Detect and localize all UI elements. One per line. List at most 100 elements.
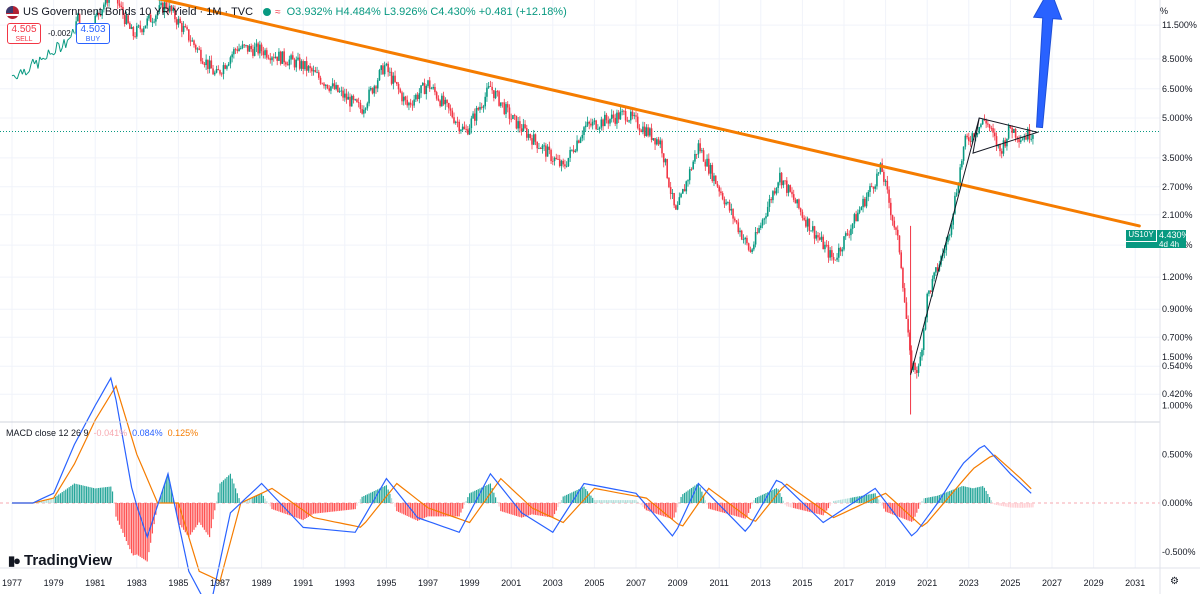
macd-histogram-bar [96,488,98,503]
time-tick-label: 2025 [1000,578,1020,588]
candle-body [690,169,693,170]
candle-body [936,267,939,271]
candle-body [357,102,360,103]
macd-histogram-bar [391,498,393,503]
candle-body [650,128,653,140]
candle-body [642,126,644,132]
candle-body [727,202,729,203]
macd-histogram-bar [595,500,597,503]
price-line-segment [11,74,14,77]
macd-histogram-bar [741,503,743,518]
macd-histogram-bar [860,495,862,503]
macd-histogram-bar [439,503,441,517]
macd-histogram-bar [453,503,455,517]
macd-histogram-bar [652,503,654,513]
tradingview-logo[interactable]: ▮● TradingView [8,552,112,569]
macd-histogram-bar [129,503,131,550]
candle-body [162,2,164,13]
candle-body [506,104,509,108]
macd-histogram-bar [73,483,75,503]
candle-body [480,106,483,108]
macd-histogram-bar [992,503,994,504]
candle-body [820,236,823,240]
macd-histogram-bar [422,503,424,519]
time-tick-label: 2013 [751,578,771,588]
candle-body [205,59,207,66]
candle-body [973,133,975,138]
macd-histogram-bar [68,487,70,503]
price-line-segment [42,57,46,60]
candle-body [160,2,162,6]
candle-body [385,63,388,66]
candle-body [234,49,237,50]
macd-histogram-bar [917,503,920,509]
buy-button[interactable]: 4.503 BUY [76,23,110,44]
candle-body [961,160,963,168]
macd-histogram-bar [703,495,705,503]
candle-body [484,96,486,107]
macd-histogram-bar [337,503,339,512]
macd-histogram-bar [560,500,563,503]
macd-histogram-bar [306,503,308,518]
candle-body [841,249,844,252]
macd-histogram-bar [307,503,309,517]
candle-body [702,150,705,162]
macd-histogram-bar [729,503,731,515]
candle-body [108,0,110,3]
candle-body [96,13,98,16]
candle-body [876,173,878,187]
macd-histogram-bar [297,503,299,519]
macd-histogram-bar [943,492,946,503]
macd-histogram-bar [153,503,155,525]
candle-body [682,189,684,194]
candle-body [548,146,551,150]
macd-histogram-bar [1002,503,1005,507]
macd-histogram-bar [117,503,119,521]
macd-histogram-value: -0.041% [93,428,128,438]
candle-body [1020,140,1022,143]
macd-histogram-bar [697,483,699,503]
settings-gear-icon[interactable]: ⚙ [1170,576,1179,587]
macd-histogram-bar [403,503,405,515]
macd-histogram-bar [125,503,127,542]
macd-histogram-bar [113,503,115,505]
candle-body [787,185,790,193]
candle-body [836,257,838,260]
price-tick-label: 0.900% [1162,304,1193,314]
us-flag-icon [6,5,19,19]
macd-histogram-bar [148,503,150,553]
candle-body [680,193,682,198]
candle-body [933,272,935,279]
macd-histogram-bar [283,503,285,514]
symbol-title[interactable]: US Government Bonds 10 YR Yield · 1M · T… [23,6,254,18]
price-line-segment [49,53,53,55]
macd-histogram-bar [136,503,138,555]
macd-histogram-bar [61,492,63,503]
candle-body [903,288,906,303]
candle-body [796,199,798,204]
macd-histogram-bar [196,503,199,525]
macd-histogram-bar [813,503,816,514]
candle-body [371,88,374,94]
macd-histogram-bar [907,503,909,521]
macd-histogram-bar [683,492,686,503]
macd-histogram-bar [576,490,578,503]
macd-legend[interactable]: MACD close 12 26 9 -0.041% 0.084% 0.125% [6,428,198,438]
sell-button[interactable]: 4.505 SELL [7,23,41,44]
macd-histogram-bar [841,499,843,503]
macd-histogram-bar [515,503,517,516]
time-tick-label: 1993 [335,578,355,588]
macd-histogram-bar [791,503,793,508]
candle-body [191,40,194,42]
macd-histogram-bar [443,503,445,517]
symbol-header[interactable]: US Government Bonds 10 YR Yield · 1M · T… [6,4,567,20]
candle-body [465,129,467,130]
macd-histogram-bar [763,493,765,503]
macd-histogram-bar [408,503,410,517]
candle-body [654,138,656,145]
macd-histogram-bar [557,503,559,508]
macd-histogram-bar [642,503,644,507]
macd-histogram-bar [888,503,890,514]
macd-histogram-bar [770,490,772,503]
